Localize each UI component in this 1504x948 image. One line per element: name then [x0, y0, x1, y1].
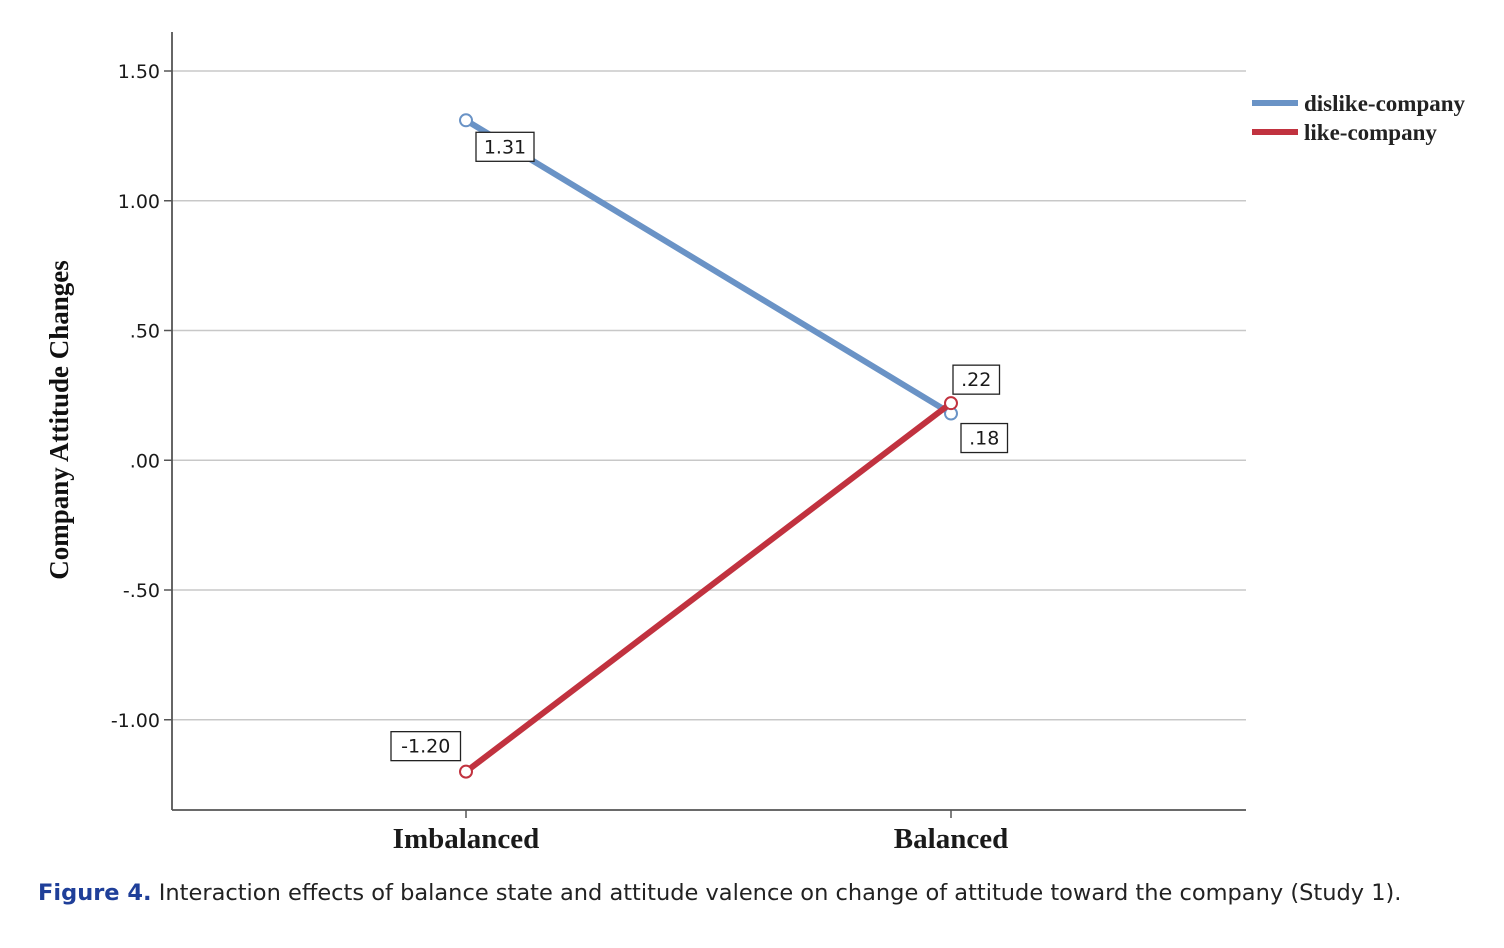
x-category-label: Imbalanced [393, 823, 540, 855]
y-tick-labels: 1.50 1.00 .50 .00 -.50 -1.00 [111, 61, 160, 732]
y-tick-label: 1.00 [118, 191, 160, 213]
caption-text: Interaction effects of balance state and… [151, 880, 1402, 906]
data-label-box [475, 131, 535, 162]
data-label: -1.20 [390, 731, 462, 762]
data-point [459, 764, 473, 779]
data-label-text: .18 [969, 428, 999, 450]
y-axis-title: Company Attitude Changes [44, 260, 74, 580]
data-labels: 1.31 .18 -1.20 .22 [390, 131, 1009, 762]
legend: dislike-company like-company [1252, 91, 1466, 145]
data-label-box [390, 731, 462, 762]
data-label-text: .22 [961, 369, 991, 391]
x-category-label: Balanced [894, 823, 1008, 855]
data-label-box [960, 422, 1009, 454]
legend-item-label: dislike-company [1304, 91, 1466, 116]
y-tick-label: 1.50 [118, 61, 160, 83]
figure-caption: Figure 4. Interaction effects of balance… [38, 880, 1401, 906]
data-label: 1.31 [475, 131, 535, 162]
data-label: .22 [952, 364, 1001, 395]
data-label: .18 [960, 422, 1009, 454]
y-tick-label: -1.00 [111, 710, 160, 732]
axes-layer [164, 32, 1246, 818]
figure-label: Figure 4. [38, 880, 152, 906]
grid-layer [172, 70, 1246, 721]
series-line-dislike-company [463, 117, 954, 417]
legend-item-label: like-company [1304, 120, 1437, 145]
y-tick-label: .00 [130, 450, 160, 472]
y-tick-label: -.50 [123, 580, 160, 602]
data-point [944, 396, 958, 411]
data-label-text: 1.31 [484, 136, 526, 158]
data-label-text: -1.20 [401, 736, 450, 758]
series-layer [459, 113, 958, 779]
x-category-labels: Imbalanced Balanced [393, 823, 1009, 855]
chart-svg: 1.50 1.00 .50 .00 -.50 -1.00 Imbalanced Balanc… [44, 32, 1466, 855]
data-label-box [952, 364, 1001, 395]
data-point [459, 113, 473, 128]
series-line-like-company [463, 400, 954, 775]
y-tick-label: .50 [130, 321, 160, 343]
